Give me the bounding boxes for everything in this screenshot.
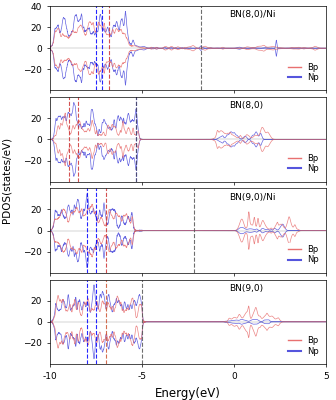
Text: BN(8,0)/Ni: BN(8,0)/Ni — [229, 10, 276, 19]
Text: PDOS(states/eV): PDOS(states/eV) — [2, 137, 12, 223]
Text: BN(8,0): BN(8,0) — [229, 102, 264, 110]
Legend: Bp, Np: Bp, Np — [286, 243, 322, 267]
Text: BN(9,0): BN(9,0) — [229, 284, 264, 293]
Legend: Bp, Np: Bp, Np — [286, 334, 322, 358]
Legend: Bp, Np: Bp, Np — [286, 60, 322, 84]
Legend: Bp, Np: Bp, Np — [286, 152, 322, 176]
Text: BN(9,0)/Ni: BN(9,0)/Ni — [229, 192, 276, 202]
X-axis label: Energy(eV): Energy(eV) — [155, 387, 221, 400]
